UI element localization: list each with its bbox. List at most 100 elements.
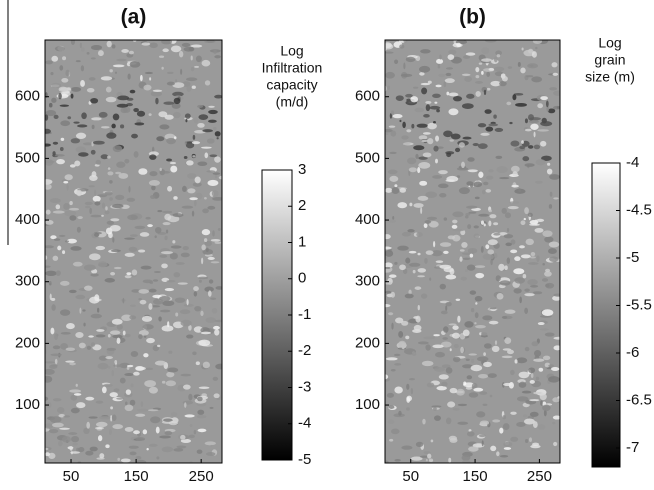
map-texture [538, 367, 544, 372]
map-texture [138, 330, 149, 336]
map-texture [138, 289, 150, 294]
map-texture [73, 121, 80, 124]
map-texture [493, 66, 505, 72]
map-texture [124, 404, 134, 412]
map-texture [45, 265, 51, 268]
map-texture [475, 302, 478, 305]
map-texture [90, 214, 102, 218]
map-texture [65, 69, 70, 77]
map-texture [110, 218, 120, 222]
map-texture [524, 128, 532, 132]
map-texture [129, 315, 137, 320]
map-texture [109, 197, 113, 201]
map-texture [385, 42, 392, 49]
map-texture [385, 304, 391, 308]
map-texture [88, 77, 96, 81]
map-texture [398, 340, 407, 348]
map-texture [437, 65, 441, 69]
x-tick-label: 250 [189, 468, 214, 485]
map-texture [544, 271, 552, 277]
map-texture [503, 447, 512, 450]
map-texture [78, 447, 85, 453]
map-texture [527, 212, 533, 218]
map-texture [168, 421, 178, 426]
map-texture [126, 197, 136, 202]
map-texture [85, 450, 94, 456]
map-texture [403, 62, 406, 70]
map-texture [549, 174, 560, 180]
map-texture [552, 72, 559, 76]
colorbar-label: Log [280, 43, 303, 59]
map-texture [162, 222, 171, 226]
colorbar-label: grain [594, 52, 625, 68]
map-texture [511, 184, 519, 188]
map-texture [59, 104, 70, 107]
map-texture [445, 301, 452, 307]
map-texture [114, 71, 118, 74]
map-texture [111, 123, 116, 129]
map-texture [488, 67, 495, 71]
map-texture [121, 49, 129, 53]
map-texture [442, 337, 448, 340]
map-texture [197, 122, 205, 128]
map-texture [496, 166, 508, 173]
map-texture [439, 54, 442, 60]
map-texture [214, 131, 221, 137]
map-texture [471, 382, 478, 389]
map-texture [487, 249, 495, 255]
map-texture [391, 428, 400, 435]
panel-title: (a) [121, 6, 147, 29]
colorbar-label: (m/d) [276, 94, 309, 110]
map-texture [200, 146, 212, 149]
map-texture [445, 67, 454, 70]
map-texture [46, 402, 52, 408]
map-texture [125, 389, 132, 395]
map-texture [133, 107, 139, 113]
map-texture [452, 356, 461, 363]
map-texture [159, 295, 171, 302]
map-texture [215, 286, 222, 290]
map-texture [461, 242, 468, 248]
map-texture [144, 380, 156, 388]
map-texture [423, 223, 428, 229]
map-texture [465, 215, 469, 219]
map-texture [71, 435, 80, 443]
map-texture [129, 89, 136, 94]
map-texture [58, 86, 68, 93]
map-texture [452, 211, 464, 218]
map-texture [461, 454, 471, 461]
map-texture [449, 387, 458, 394]
map-texture [410, 96, 419, 103]
map-texture [122, 330, 126, 336]
map-texture [145, 216, 151, 220]
map-texture [101, 126, 110, 129]
map-texture [530, 285, 539, 288]
map-texture [428, 221, 439, 228]
map-texture [531, 76, 543, 83]
colorbar-tick-label: -1 [298, 306, 311, 323]
map-texture [204, 80, 211, 86]
map-texture [533, 144, 541, 150]
map-texture [76, 226, 81, 233]
map-texture [138, 298, 142, 301]
map-texture [406, 383, 410, 390]
map-texture [201, 59, 211, 67]
map-texture [524, 207, 529, 215]
map-texture [487, 373, 497, 379]
map-texture [553, 345, 560, 351]
map-texture [180, 434, 186, 440]
map-texture [531, 51, 537, 58]
map-texture [535, 159, 546, 166]
map-texture [51, 82, 62, 89]
map-texture [405, 93, 413, 98]
map-texture [389, 113, 393, 119]
map-texture [152, 294, 163, 299]
map-texture [436, 58, 444, 64]
map-texture [109, 330, 121, 335]
map-texture [115, 194, 125, 201]
map-texture [45, 270, 57, 276]
map-texture [107, 333, 111, 338]
map-texture [475, 91, 481, 97]
map-texture [425, 344, 431, 351]
map-texture [192, 351, 197, 356]
